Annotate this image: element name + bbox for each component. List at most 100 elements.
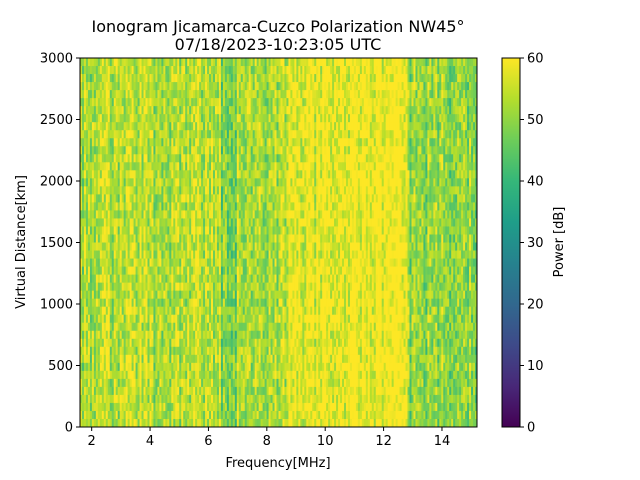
heatmap-cell [246,202,250,211]
heatmap-cell [218,122,222,131]
heatmap-cell [189,394,192,404]
heatmap-cell [139,106,142,115]
heatmap-cell [143,386,146,396]
heatmap-cell [250,322,254,332]
heatmap-cell [252,98,256,107]
heatmap-cell [214,354,218,364]
heatmap-cell [81,186,85,195]
heatmap-cell [89,218,93,227]
heatmap-cell [230,74,234,83]
heatmap-cell [222,74,226,83]
heatmap-cell [119,418,123,427]
heatmap-cell [141,386,144,396]
heatmap-cell [286,178,289,187]
heatmap-cell [280,162,283,171]
heatmap-cell [129,306,133,316]
heatmap-cell [236,258,240,267]
heatmap-cell [83,186,87,195]
heatmap-cell [171,402,174,412]
heatmap-cell [288,226,291,235]
heatmap-cell [203,266,206,275]
heatmap-cell [119,242,123,251]
heatmap-cell [199,226,202,235]
heatmap-cell [105,322,109,332]
heatmap-cell [242,370,246,380]
heatmap-cell [125,170,129,179]
heatmap-cell [107,354,111,364]
heatmap-cell [103,378,107,388]
heatmap-cell [89,90,93,99]
heatmap-cell [101,170,105,179]
heatmap-cell [101,386,105,396]
heatmap-cell [203,74,206,83]
heatmap-cell [213,98,216,107]
heatmap-cell [191,410,194,420]
heatmap-cell [274,266,277,275]
heatmap-cell [137,394,140,404]
heatmap-cell [272,362,275,372]
heatmap-cell [115,290,119,300]
heatmap-cell [99,298,103,308]
heatmap-cell [201,322,204,332]
heatmap-cell [145,122,148,131]
heatmap-cell [181,362,184,372]
heatmap-cell [185,202,188,211]
heatmap-cell [230,354,234,364]
heatmap-cell [199,258,202,267]
heatmap-cell [224,186,228,195]
heatmap-cell [155,370,158,380]
heatmap-cell [111,402,115,412]
heatmap-cell [218,82,222,91]
heatmap-cell [121,354,125,364]
heatmap-cell [264,114,267,123]
heatmap-cell [80,266,83,275]
heatmap-cell [270,362,273,372]
heatmap-cell [93,218,97,227]
heatmap-cell [117,362,121,372]
heatmap-cell [292,330,295,340]
heatmap-cell [173,306,176,316]
heatmap-cell [240,354,244,364]
heatmap-cell [248,378,252,388]
heatmap-cell [175,130,178,139]
heatmap-cell [173,170,176,179]
heatmap-cell [133,146,136,155]
heatmap-cell [119,202,123,211]
heatmap-cell [238,66,242,75]
heatmap-cell [228,138,232,147]
heatmap-cell [248,146,252,155]
heatmap-cell [216,218,220,227]
heatmap-cell [135,194,138,203]
heatmap-cell [254,290,258,300]
heatmap-cell [214,338,218,348]
heatmap-cell [163,98,166,107]
heatmap-cell [111,290,115,300]
heatmap-cell [99,218,103,227]
heatmap-cell [270,210,273,219]
heatmap-cell [179,290,182,300]
heatmap-cell [161,322,164,332]
heatmap-cell [230,138,234,147]
heatmap-cell [129,186,133,195]
heatmap-cell [213,346,216,356]
heatmap-cell [292,314,295,324]
heatmap-cell [165,98,168,107]
heatmap-cell [258,346,262,356]
heatmap-cell [224,402,228,412]
heatmap-cell [121,306,125,316]
heatmap-cell [97,122,101,131]
heatmap-cell [199,378,202,388]
heatmap-cell [151,274,154,284]
heatmap-cell [274,178,277,187]
heatmap-cell [238,178,242,187]
heatmap-cell [226,130,230,139]
heatmap-cell [250,394,254,404]
heatmap-cell [197,202,200,211]
heatmap-cell [115,82,119,91]
heatmap-cell [97,370,101,380]
heatmap-cell [93,338,97,348]
heatmap-cell [179,122,182,131]
heatmap-cell [205,362,208,372]
heatmap-cell [137,402,140,412]
heatmap-cell [149,378,152,388]
